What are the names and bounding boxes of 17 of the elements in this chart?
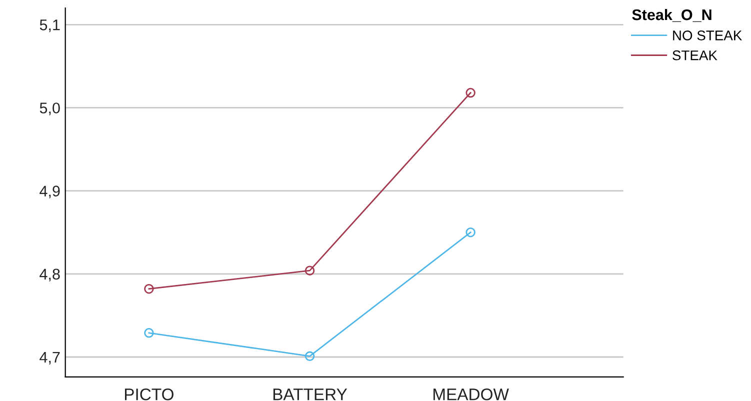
y-tick-label: 5,1 xyxy=(40,20,60,32)
x-tick-label: PICTO xyxy=(125,388,174,400)
x-tick-label: BATTERY xyxy=(273,388,348,400)
point xyxy=(466,228,476,238)
y-tick-label: 4,7 xyxy=(40,352,60,364)
point xyxy=(144,328,154,338)
point xyxy=(466,88,476,98)
y-tick-label: 4,8 xyxy=(40,268,60,282)
y-tick-label: 5,0 xyxy=(40,102,60,116)
legend-label: NO STEAK xyxy=(673,30,742,40)
legend-label: STEAK xyxy=(672,50,718,60)
legend-title: Steak_O_N xyxy=(632,8,712,22)
y-tick-label: 4,9 xyxy=(40,186,60,198)
x-tick-label: MEADOW xyxy=(434,388,509,400)
point xyxy=(304,266,315,276)
point xyxy=(304,351,315,362)
point xyxy=(144,284,154,294)
